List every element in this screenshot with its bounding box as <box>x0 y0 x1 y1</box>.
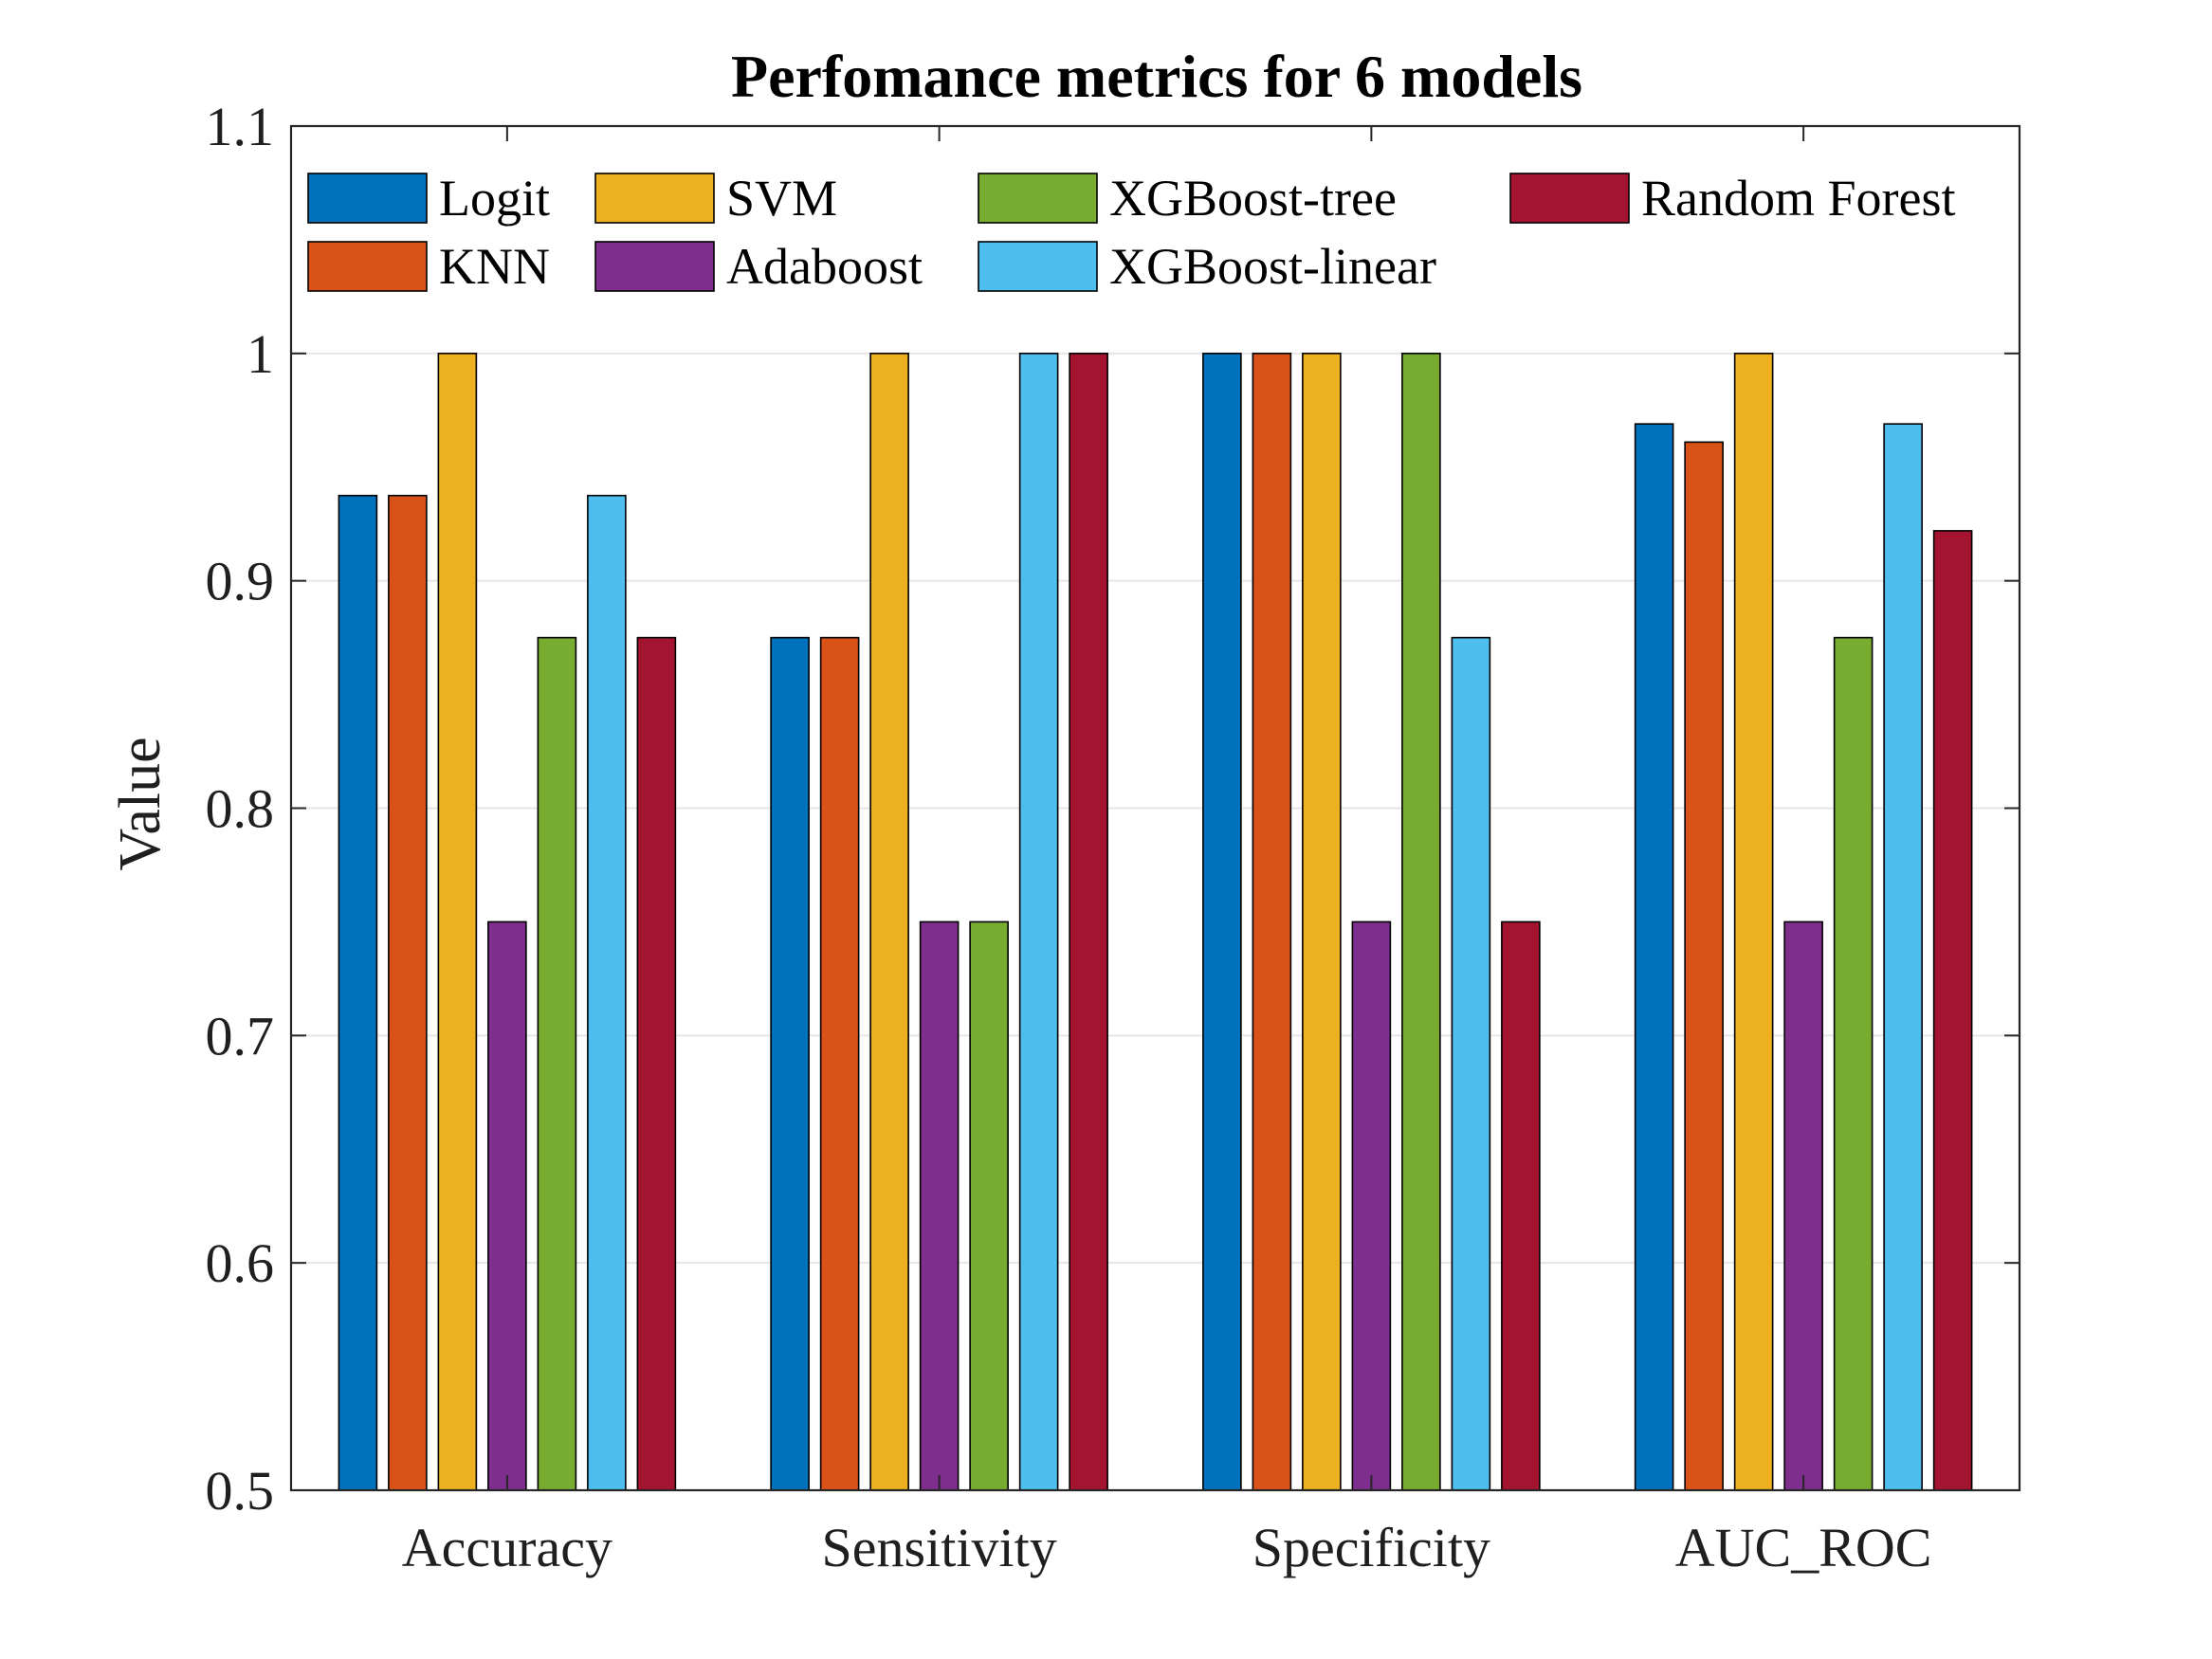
bar-xgboost-linear-accuracy <box>587 494 627 1491</box>
legend-label: Random Forest <box>1641 170 1956 227</box>
bar-svm-accuracy <box>437 353 478 1491</box>
x-tick-label: Specificity <box>1252 1517 1490 1578</box>
axes <box>289 124 2021 1492</box>
bar-random-forest-auc-roc <box>1932 530 1973 1491</box>
bar-random-forest-sensitivity <box>1069 353 1108 1491</box>
legend-label: KNN <box>439 238 550 295</box>
legend-swatch <box>978 173 1098 224</box>
bar-xgboost-tree-accuracy <box>537 636 577 1491</box>
legend: Logit KNN SVM Adaboost XGBoost-tree XGBoost-l… <box>307 170 1956 295</box>
x-tick-label: AUC_ROC <box>1675 1517 1932 1578</box>
bar-logit-auc-roc <box>1634 423 1674 1491</box>
x-tick-labels: Accuracy Sensitivity Specificity AUC_ROC <box>402 1517 1932 1578</box>
y-tick-label: 1.1 <box>206 96 275 157</box>
legend-label: XGBoost-tree <box>1109 170 1397 227</box>
legend-swatch <box>307 173 428 224</box>
bar-random-forest-accuracy <box>636 636 677 1491</box>
bar-svm-sensitivity <box>869 353 909 1491</box>
legend-label: Adaboost <box>726 238 923 295</box>
bar-svm-specificity <box>1302 353 1342 1491</box>
y-tick-label: 1 <box>247 323 274 385</box>
bar-logit-sensitivity <box>770 636 810 1491</box>
bar-adaboost-sensitivity <box>919 921 960 1491</box>
bars <box>338 353 1973 1491</box>
bar-xgboost-linear-auc-roc <box>1883 423 1923 1491</box>
y-tick-label: 0.6 <box>206 1232 275 1294</box>
legend-swatch <box>307 241 428 292</box>
bar-adaboost-specificity <box>1351 921 1392 1491</box>
legend-label: XGBoost-linear <box>1109 238 1436 295</box>
bar-xgboost-linear-sensitivity <box>1018 353 1059 1491</box>
y-tick-label: 0.9 <box>206 551 275 612</box>
legend-swatch <box>594 241 715 292</box>
y-tick-label: 0.7 <box>206 1005 275 1066</box>
bar-knn-accuracy <box>388 494 428 1491</box>
bar-xgboost-tree-auc-roc <box>1833 636 1874 1491</box>
bar-adaboost-accuracy <box>487 921 527 1491</box>
bar-svm-auc-roc <box>1733 353 1774 1491</box>
axes-box <box>289 124 2021 1492</box>
bar-knn-sensitivity <box>819 636 860 1491</box>
legend-swatch <box>978 241 1098 292</box>
bar-logit-specificity <box>1202 353 1242 1491</box>
y-axis-label: Value <box>108 737 173 870</box>
legend-swatch <box>1509 173 1630 224</box>
x-tick-label: Accuracy <box>402 1517 612 1578</box>
bar-knn-specificity <box>1252 353 1292 1491</box>
y-tick-label: 0.8 <box>206 778 275 840</box>
legend-label: Logit <box>439 170 550 227</box>
y-tick-labels: 0.5 0.6 0.7 0.8 0.9 1 1.1 <box>206 96 275 1522</box>
bar-knn-auc-roc <box>1684 441 1724 1491</box>
bar-xgboost-tree-sensitivity <box>969 921 1009 1491</box>
x-tick-label: Sensitivity <box>822 1517 1057 1578</box>
bar-logit-accuracy <box>338 494 378 1491</box>
legend-swatch <box>594 173 715 224</box>
legend-label: SVM <box>726 170 837 227</box>
bar-xgboost-tree-specificity <box>1401 353 1441 1491</box>
y-tick-label: 0.5 <box>206 1460 275 1522</box>
bar-adaboost-auc-roc <box>1783 921 1823 1491</box>
gridlines <box>291 352 2020 1265</box>
bar-xgboost-linear-specificity <box>1451 636 1491 1491</box>
chart-title: Perfomance metrics for 6 models <box>731 43 1582 110</box>
bar-random-forest-specificity <box>1501 921 1541 1491</box>
